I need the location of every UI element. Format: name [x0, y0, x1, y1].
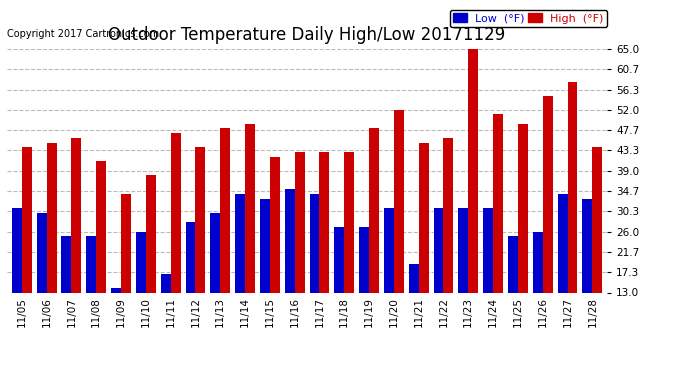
Bar [170, 133, 181, 292]
Bar [235, 194, 245, 292]
Legend: Low  (°F), High  (°F): Low (°F), High (°F) [450, 10, 607, 27]
Bar [22, 147, 32, 292]
Bar [444, 138, 453, 292]
Bar [186, 222, 195, 292]
Bar [458, 208, 469, 292]
Bar [469, 49, 478, 292]
Bar [71, 138, 81, 292]
Bar [310, 194, 319, 292]
Bar [419, 142, 428, 292]
Bar [533, 231, 543, 292]
Bar [146, 176, 156, 292]
Bar [220, 128, 230, 292]
Bar [210, 213, 220, 292]
Bar [518, 124, 528, 292]
Bar [359, 227, 369, 292]
Bar [508, 236, 518, 292]
Bar [433, 208, 444, 292]
Bar [37, 213, 47, 292]
Bar [592, 147, 602, 292]
Text: Copyright 2017 Cartronics.com: Copyright 2017 Cartronics.com [7, 29, 159, 39]
Bar [12, 208, 22, 292]
Bar [136, 231, 146, 292]
Bar [369, 128, 379, 292]
Bar [111, 288, 121, 292]
Bar [61, 236, 71, 292]
Bar [161, 274, 170, 292]
Bar [335, 227, 344, 292]
Bar [319, 152, 329, 292]
Bar [567, 82, 578, 292]
Bar [582, 199, 592, 292]
Title: Outdoor Temperature Daily High/Low 20171129: Outdoor Temperature Daily High/Low 20171… [108, 26, 506, 44]
Bar [493, 114, 503, 292]
Bar [86, 236, 96, 292]
Bar [408, 264, 419, 292]
Bar [121, 194, 131, 292]
Bar [285, 189, 295, 292]
Bar [260, 199, 270, 292]
Bar [295, 152, 304, 292]
Bar [96, 161, 106, 292]
Bar [394, 110, 404, 292]
Bar [195, 147, 206, 292]
Bar [270, 157, 279, 292]
Bar [558, 194, 567, 292]
Bar [47, 142, 57, 292]
Bar [543, 96, 553, 292]
Bar [483, 208, 493, 292]
Bar [245, 124, 255, 292]
Bar [384, 208, 394, 292]
Bar [344, 152, 354, 292]
